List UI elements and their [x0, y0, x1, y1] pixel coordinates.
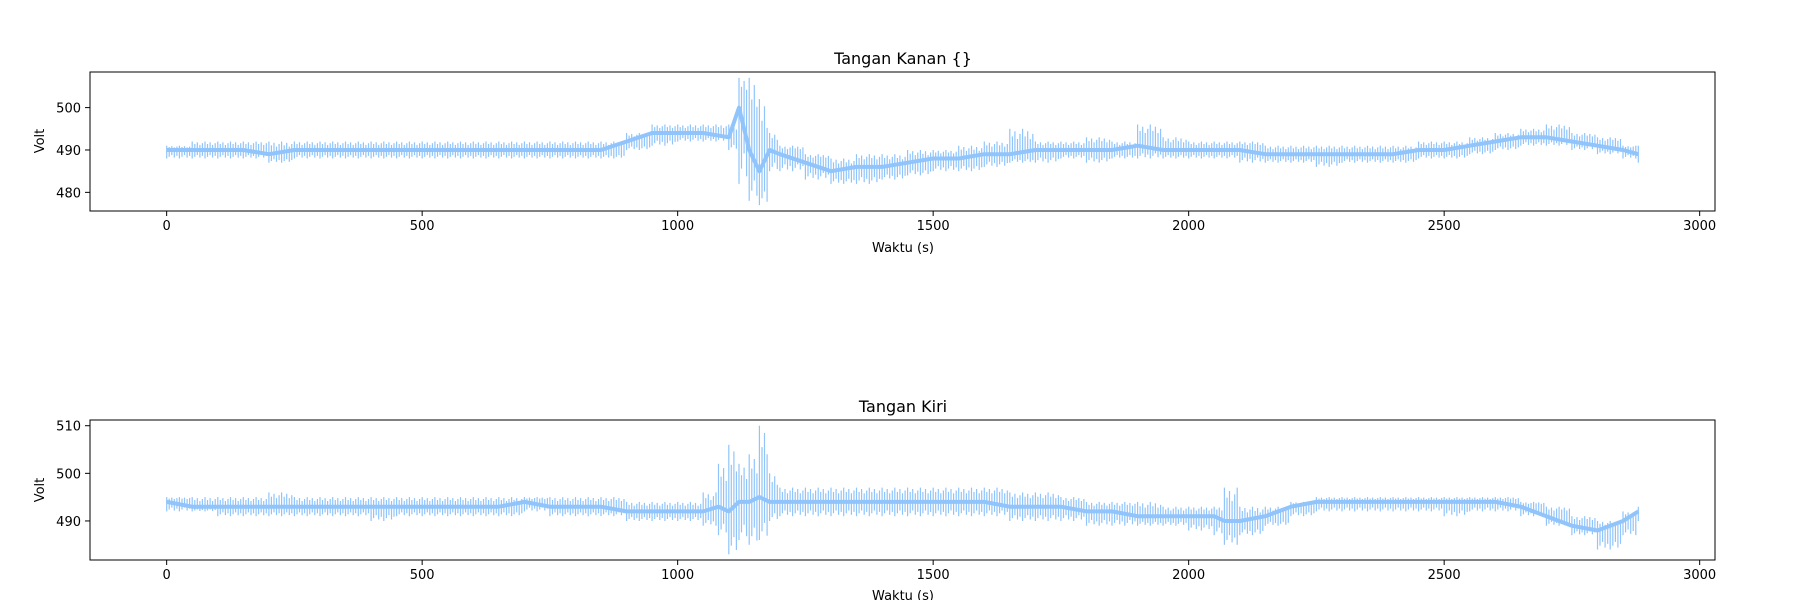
plot-frame [89, 71, 1716, 212]
y-tick-label: 490 [56, 515, 81, 530]
series-group [166, 77, 1639, 206]
x-tick-label: 1500 [917, 219, 950, 234]
subplot-tangan-kanan: Tangan Kanan {} 0 500 1000 1500 2000 2500 3000… [33, 49, 1716, 256]
x-tick-label: 3000 [1683, 568, 1716, 583]
chart-title: Tangan Kanan {} [833, 49, 972, 68]
x-tick-label: 0 [163, 568, 171, 583]
y-axis-ticks: 480 490 500 [56, 102, 90, 201]
x-tick-label: 1000 [661, 219, 694, 234]
subplot-tangan-kiri: Tangan Kiri 0 500 1000 1500 2000 2500 3000 490… [33, 397, 1716, 600]
y-axis-label: Volt [33, 478, 48, 503]
x-axis-ticks: 0 500 1000 1500 2000 2500 3000 [163, 560, 1716, 583]
x-tick-label: 0 [163, 219, 171, 234]
x-tick-label: 2500 [1428, 219, 1461, 234]
x-tick-label: 3000 [1683, 219, 1716, 234]
x-tick-label: 2000 [1172, 568, 1205, 583]
y-tick-label: 490 [56, 144, 81, 159]
series-group [166, 425, 1640, 555]
plot-frame [89, 419, 1716, 561]
y-axis-ticks: 490 500 510 [56, 420, 90, 530]
series-line [166, 105, 1639, 174]
y-tick-label: 500 [56, 102, 81, 117]
x-tick-label: 500 [410, 219, 435, 234]
x-axis-ticks: 0 500 1000 1500 2000 2500 3000 [163, 211, 1716, 234]
chart-title: Tangan Kiri [858, 397, 947, 416]
y-tick-label: 500 [56, 467, 81, 482]
x-tick-label: 1500 [917, 568, 950, 583]
x-axis-label: Waktu (s) [872, 241, 934, 256]
x-axis-label: Waktu (s) [872, 589, 934, 600]
x-tick-label: 2500 [1428, 568, 1461, 583]
x-tick-label: 2000 [1172, 219, 1205, 234]
y-axis-label: Volt [33, 129, 48, 154]
y-tick-label: 480 [56, 186, 81, 201]
series-line [166, 495, 1640, 533]
x-tick-label: 1000 [661, 568, 694, 583]
y-tick-label: 510 [56, 420, 81, 435]
x-tick-label: 500 [410, 568, 435, 583]
